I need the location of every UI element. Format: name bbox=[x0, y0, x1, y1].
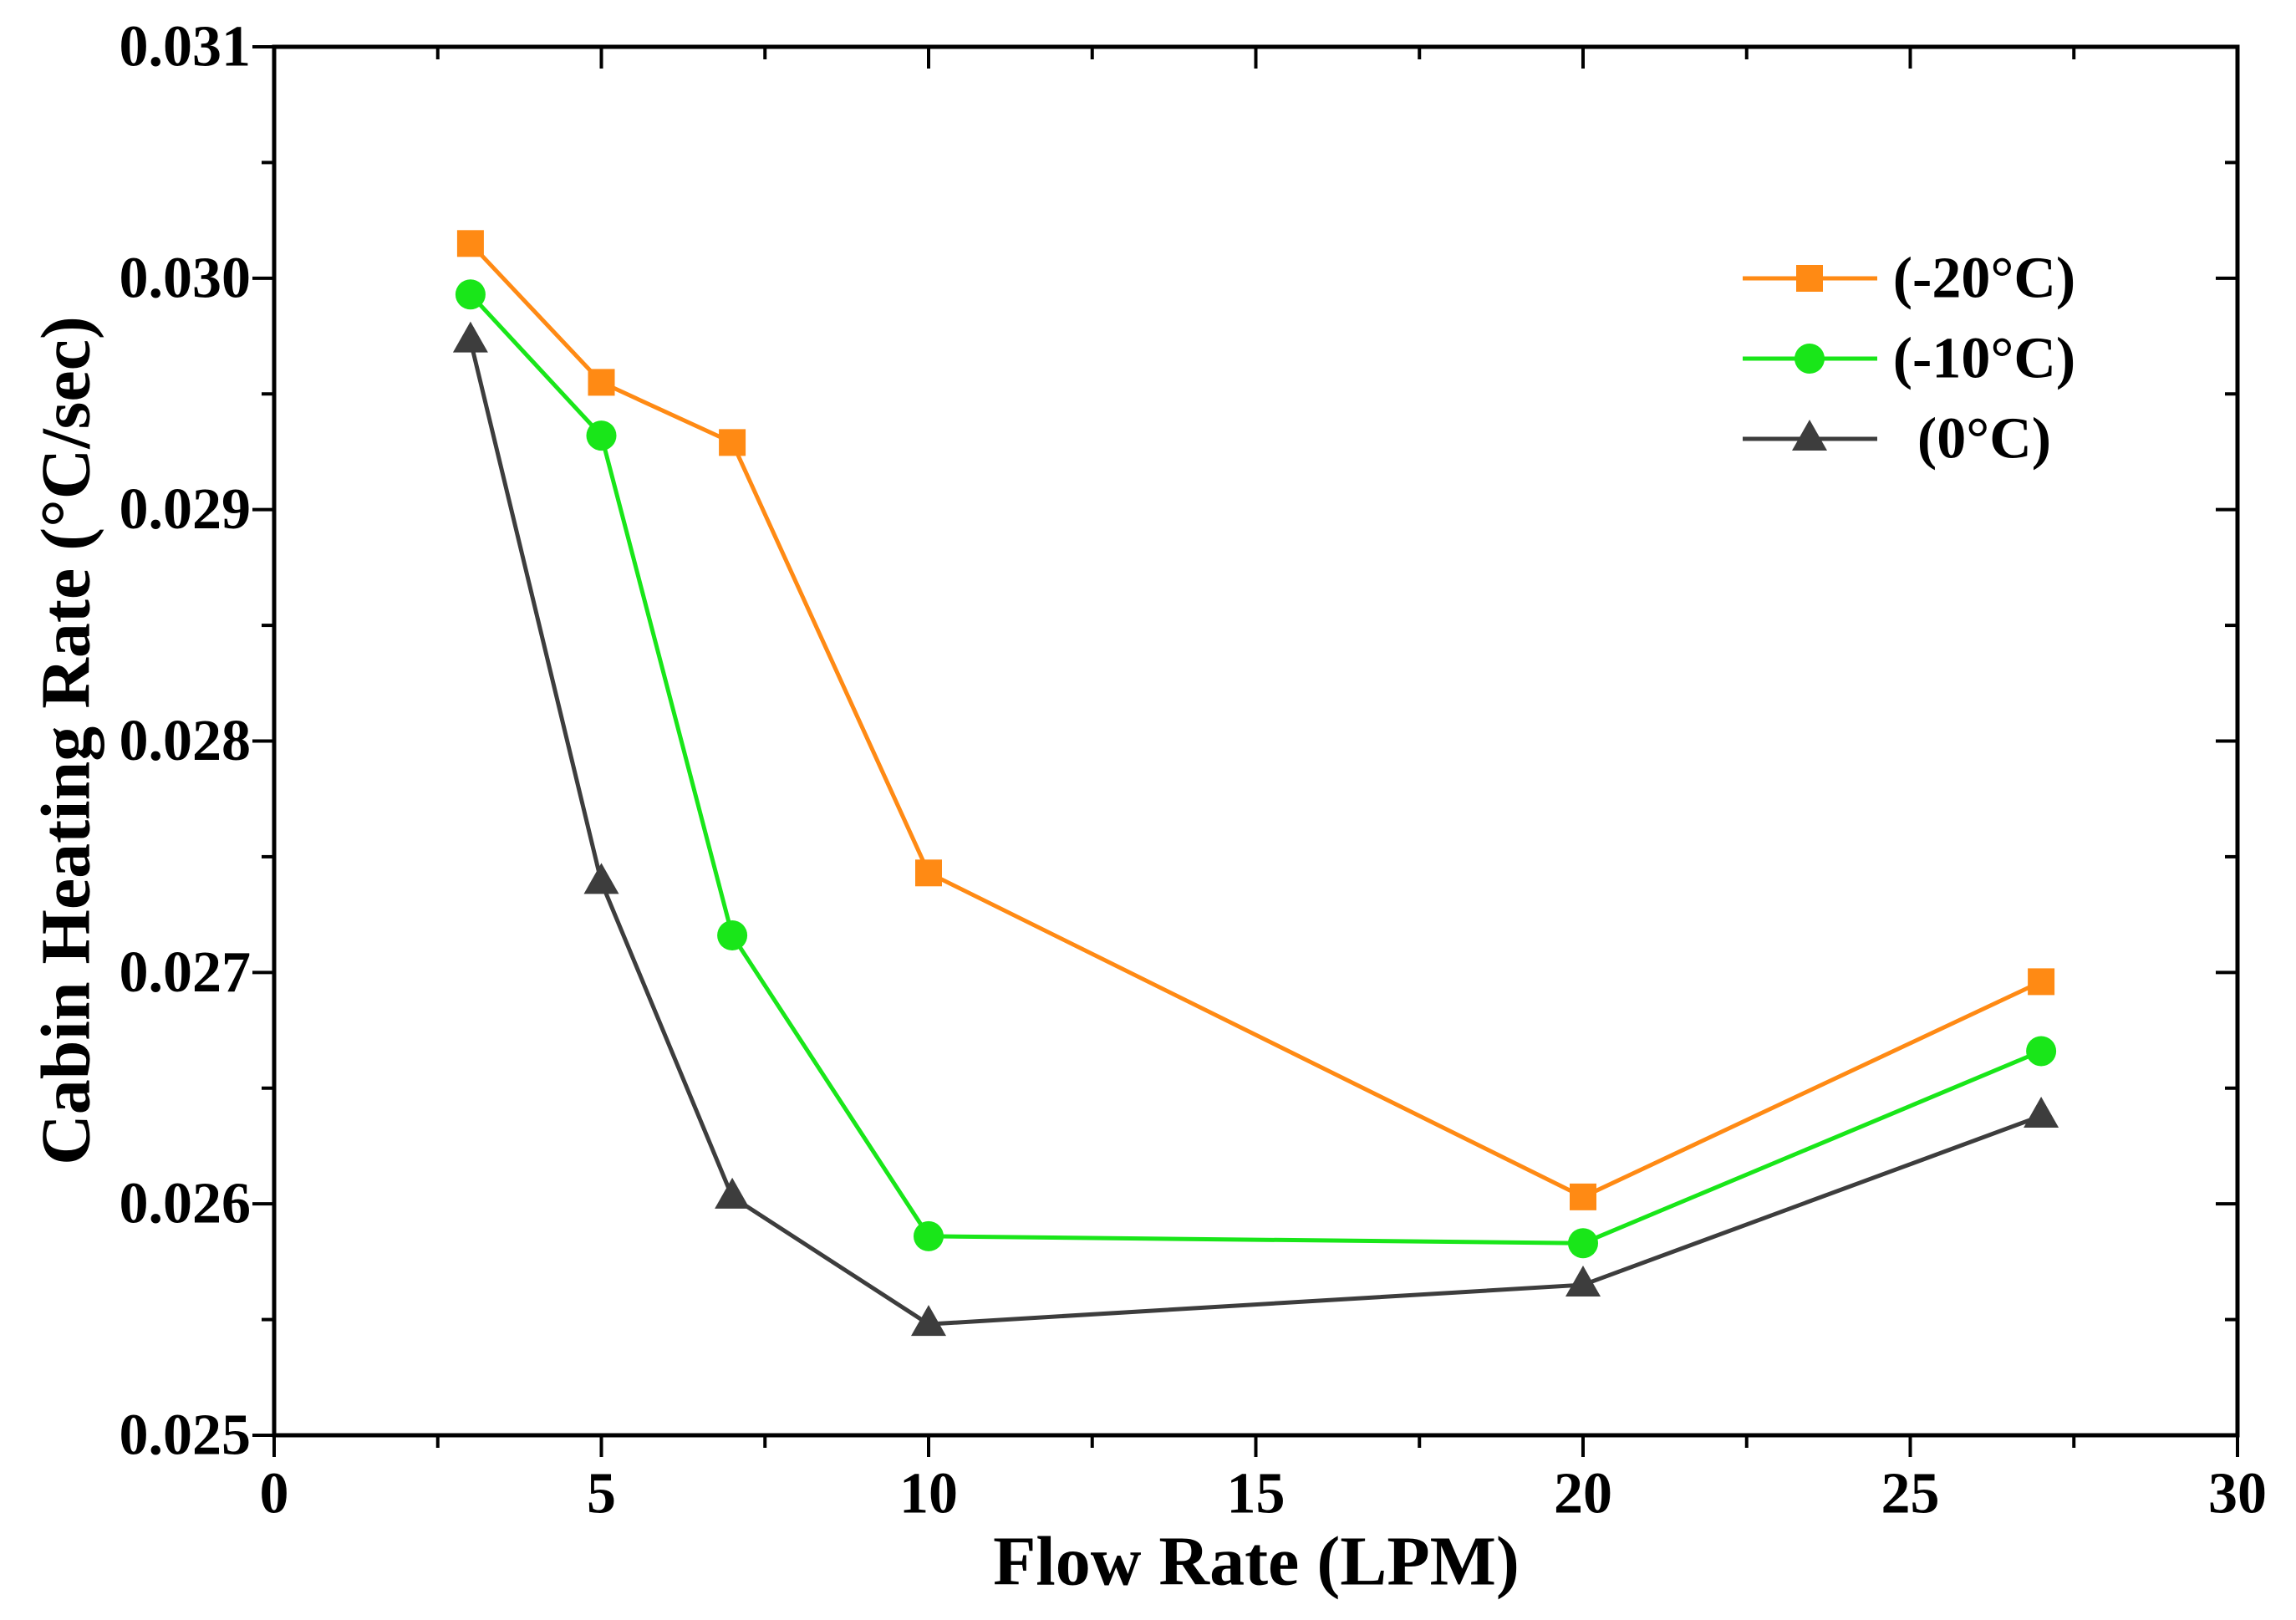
legend-marker-triangle bbox=[1792, 420, 1827, 451]
series-circle bbox=[455, 279, 2057, 1259]
data-point-square bbox=[915, 859, 942, 887]
legend-label: (0°C) bbox=[1917, 407, 2051, 471]
legend-label: (-10°C) bbox=[1893, 327, 2075, 391]
plot-frame bbox=[272, 44, 2240, 1438]
x-tick-label: 25 bbox=[1881, 1462, 1940, 1526]
series-line bbox=[468, 292, 2044, 1246]
y-tick-label: 0.030 bbox=[120, 246, 252, 310]
legend-item: (-10°C) bbox=[1743, 327, 2075, 391]
legend: (-20°C) (-10°C) (0°C) bbox=[1743, 247, 2075, 471]
x-tick-label: 0 bbox=[260, 1462, 289, 1526]
y-tick-label: 0.031 bbox=[120, 15, 252, 79]
data-point-square bbox=[1570, 1183, 1596, 1210]
data-point-square bbox=[2028, 968, 2055, 996]
data-point-square bbox=[719, 429, 746, 456]
data-point-circle bbox=[1568, 1228, 1598, 1259]
axis-tick-labels: 0.025 0.026 0.027 0.028 0.029 0.030 0.031 0 5 10 1… bbox=[120, 15, 2268, 1526]
series-square bbox=[456, 230, 2055, 1210]
y-axis-label: Cabin Heating Rate (°C/sec) bbox=[28, 316, 105, 1165]
legend-marker-square bbox=[1796, 265, 1823, 292]
legend-item: (-20°C) bbox=[1743, 247, 2075, 311]
data-point-circle bbox=[455, 279, 486, 310]
data-point-square bbox=[456, 230, 484, 257]
data-point-square bbox=[588, 369, 615, 396]
y-tick-label: 0.025 bbox=[120, 1403, 252, 1468]
data-point-triangle bbox=[911, 1305, 946, 1337]
series-line bbox=[468, 339, 2044, 1327]
x-tick-label: 15 bbox=[1227, 1462, 1285, 1526]
y-tick-label: 0.026 bbox=[120, 1172, 252, 1236]
data-point-triangle bbox=[715, 1177, 751, 1209]
legend-marker-circle bbox=[1795, 344, 1825, 374]
x-tick-label: 10 bbox=[899, 1462, 958, 1526]
y-tick-label: 0.027 bbox=[120, 940, 252, 1005]
data-point-triangle bbox=[1565, 1266, 1601, 1297]
data-point-circle bbox=[586, 420, 617, 451]
series-triangle bbox=[452, 321, 2059, 1337]
x-tick-label: 30 bbox=[2208, 1462, 2267, 1526]
legend-label: (-20°C) bbox=[1893, 247, 2075, 311]
data-series bbox=[452, 230, 2059, 1337]
data-point-circle bbox=[717, 920, 748, 951]
y-tick-label: 0.028 bbox=[120, 709, 252, 773]
data-point-triangle bbox=[2024, 1096, 2059, 1128]
series-line bbox=[468, 241, 2044, 1200]
data-point-triangle bbox=[583, 863, 619, 894]
x-tick-label: 20 bbox=[1554, 1462, 1612, 1526]
y-tick-label: 0.029 bbox=[120, 477, 252, 542]
data-point-circle bbox=[914, 1220, 944, 1251]
legend-item: (0°C) bbox=[1743, 407, 2051, 471]
x-axis-label: Flow Rate (LPM) bbox=[993, 1523, 1520, 1601]
x-tick-label: 5 bbox=[587, 1462, 616, 1526]
data-point-triangle bbox=[452, 321, 488, 353]
data-point-circle bbox=[2026, 1036, 2057, 1067]
